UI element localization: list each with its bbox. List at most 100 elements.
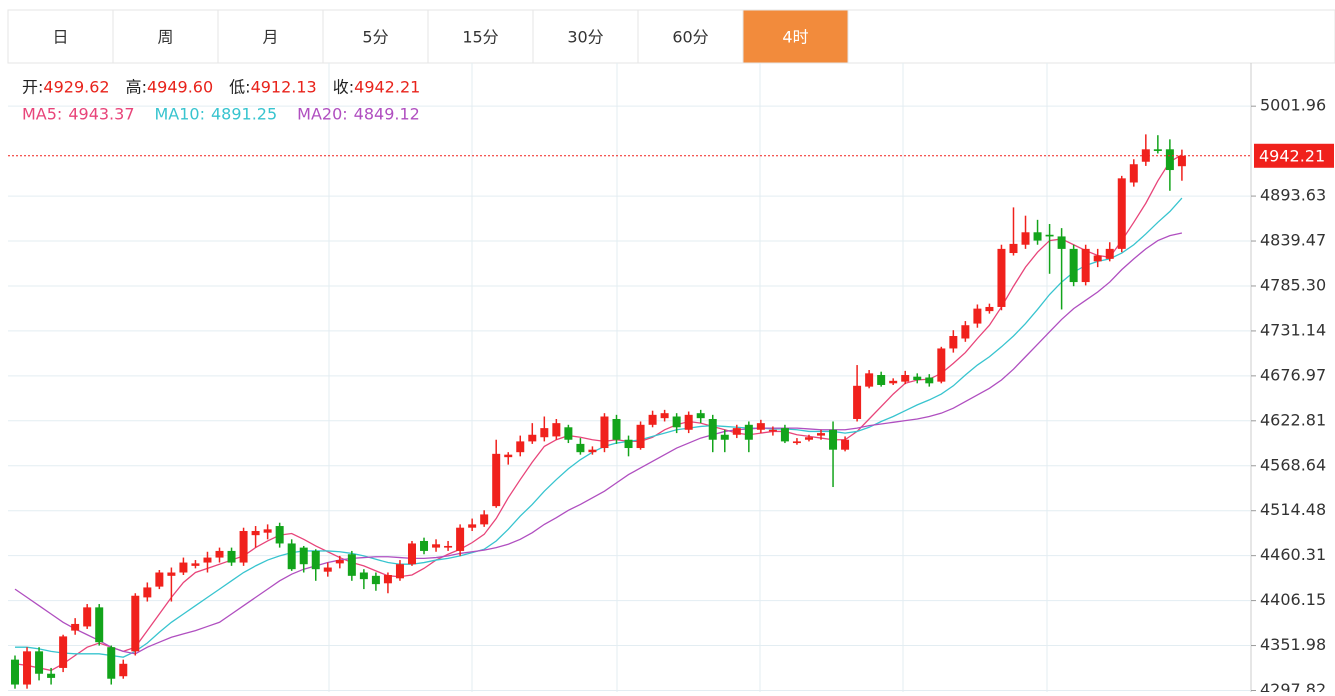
candle-body (696, 413, 705, 419)
legend-label: MA5: (22, 105, 62, 124)
candle-body (1033, 232, 1042, 241)
y-tick-label: 4676.97 (1260, 365, 1326, 384)
tab-label[interactable]: 5分 (362, 28, 388, 47)
tab-label[interactable]: 日 (52, 28, 68, 47)
candle-body (287, 543, 296, 570)
candle-body (1069, 248, 1078, 283)
tab-label[interactable]: 15分 (462, 28, 498, 47)
candle-body (1093, 255, 1102, 262)
tab-label[interactable]: 周 (157, 28, 173, 47)
candle-body (600, 416, 609, 449)
ohlc-label: 高: (126, 78, 147, 97)
candle-body (191, 563, 200, 566)
candle-body (504, 454, 513, 458)
candle-body (901, 375, 910, 382)
last-price-tag (1254, 143, 1334, 168)
candle-body (660, 413, 669, 419)
tab[interactable] (217, 9, 324, 64)
candle-body (1153, 149, 1162, 151)
candle-body (59, 636, 68, 668)
y-tick-label: 4297.82 (1260, 680, 1326, 692)
candle-body (239, 531, 248, 563)
candle-body (913, 376, 922, 380)
candle-body (564, 427, 573, 440)
candle-body (780, 428, 789, 442)
candle-body (1129, 164, 1138, 183)
y-tick-label: 4839.47 (1260, 231, 1326, 250)
candle-body (359, 572, 368, 580)
candle-body (768, 429, 777, 432)
candle-body (371, 575, 380, 585)
tab[interactable] (322, 9, 429, 64)
tab-label[interactable]: 4时 (782, 28, 808, 47)
tab[interactable] (112, 9, 219, 64)
candle-body (47, 673, 56, 678)
candle-body (23, 651, 32, 685)
tab-label[interactable]: 60分 (672, 28, 708, 47)
ohlc-value: 4942.21 (354, 78, 420, 97)
ma-line (14, 232, 1183, 655)
candle-body (155, 572, 164, 587)
legend-label: MA10: (155, 105, 206, 124)
candle-body (119, 663, 128, 677)
candle-body (841, 439, 850, 450)
candle-body (131, 595, 140, 652)
candle-body (612, 418, 621, 440)
tab[interactable] (427, 9, 534, 64)
candle-body (1165, 149, 1174, 171)
legend-value: 4849.12 (354, 105, 420, 124)
candle-body (1009, 243, 1018, 254)
candle-body (985, 306, 994, 312)
tab-label[interactable]: 30分 (567, 28, 603, 47)
y-tick-label: 4731.14 (1260, 320, 1326, 339)
y-tick-label: 4785.30 (1260, 275, 1326, 294)
candle-body (95, 607, 104, 643)
ohlc-label: 收: (333, 78, 354, 97)
tab[interactable] (532, 9, 639, 64)
candle-body (889, 380, 898, 384)
y-tick-label: 4460.31 (1260, 545, 1326, 564)
candle-body (684, 414, 693, 430)
candle-body (1105, 248, 1114, 259)
candle-body (456, 527, 465, 551)
candle-body (107, 647, 116, 679)
candle-body (540, 428, 549, 438)
y-tick-label: 4406.15 (1260, 590, 1326, 609)
candle-body (588, 449, 597, 453)
candle-body (407, 543, 416, 565)
candle-body (925, 377, 934, 384)
y-tick-label: 4893.63 (1260, 186, 1326, 205)
candle-body (335, 560, 344, 564)
candle-body (973, 308, 982, 324)
tab[interactable] (742, 9, 849, 64)
candle-body (480, 514, 489, 525)
candle-body (937, 348, 946, 382)
candle-body (468, 524, 477, 528)
tab[interactable] (637, 9, 744, 64)
candle-body (732, 428, 741, 435)
legend-value: 4891.25 (211, 105, 277, 124)
candle-body (1045, 234, 1054, 237)
candle-body (516, 441, 525, 453)
candle-body (432, 544, 441, 548)
candle-body (708, 418, 717, 440)
legend-label: MA20: (297, 105, 348, 124)
ma-line (15, 197, 1183, 658)
candle-body (636, 424, 645, 449)
candle-body (865, 373, 874, 387)
tab-label[interactable]: 月 (262, 28, 278, 47)
candle-body (420, 540, 429, 551)
candle-body (71, 623, 80, 631)
candle-body (263, 529, 272, 533)
ohlc-value: 4912.13 (251, 78, 317, 97)
candle-body (1057, 236, 1066, 249)
candle-body (179, 562, 188, 573)
candle-body (347, 554, 356, 576)
tab[interactable] (7, 9, 114, 64)
ma-line (14, 154, 1183, 672)
candle-body (949, 336, 958, 349)
candle-body (299, 547, 308, 565)
candle-body (323, 567, 332, 572)
candle-body (395, 564, 404, 579)
ohlc-value: 4929.62 (43, 78, 109, 97)
